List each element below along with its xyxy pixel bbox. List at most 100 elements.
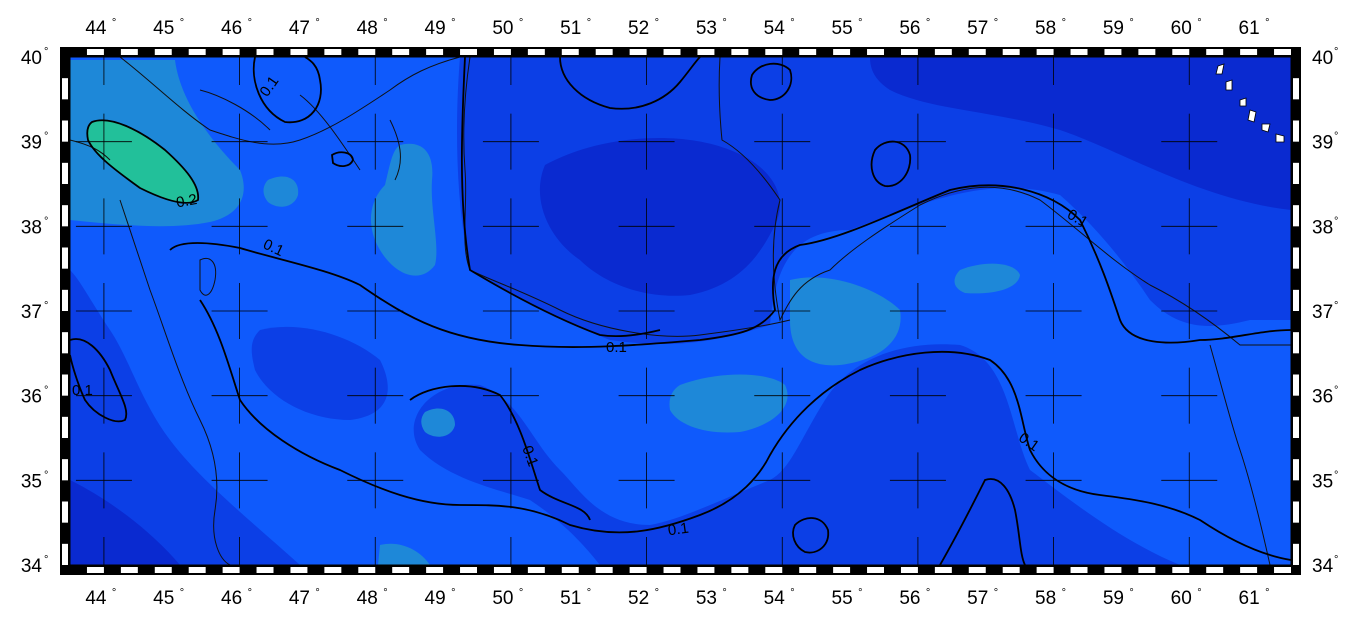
frame-check-top [527,49,545,55]
lon-tick-label-top: 51 [560,18,581,39]
frame-check-left [62,205,68,227]
frame-check-bottom [629,567,647,573]
border-north-west [119,57,461,145]
frame-check-right [1293,501,1299,523]
frame-check-left [62,162,68,184]
frame-check-bottom [392,567,410,573]
frame-check-top [833,49,851,55]
frame-check-bottom [1002,567,1020,573]
lat-tick-degree-left: ° [44,385,48,397]
frame-check-bottom [663,567,681,573]
frame-check-bottom [1104,567,1122,573]
frame-check-left [62,332,68,354]
lon-tick-degree-top: ° [587,17,591,29]
lat-tick-label-left: 37 [21,302,42,323]
frame-check-bottom [968,567,986,573]
frame-check-bottom [527,567,545,573]
frame-check-top [697,49,715,55]
frame-check-bottom [1070,567,1088,573]
lat-tick-label-right: 38 [1312,217,1333,238]
lon-tick-degree-top: ° [112,17,116,29]
lon-tick-degree-top: ° [655,17,659,29]
frame-check-top [968,49,986,55]
frame-check-left [62,247,68,269]
field-dark-ne [870,57,1291,210]
grid-crosses [75,57,1218,565]
lat-tick-degree-left: ° [44,300,48,312]
contour-label-caspian-s: 0.1 [606,339,627,356]
lon-tick-label-bottom: 48 [357,588,378,609]
lon-tick-label-bottom: 47 [289,588,310,609]
lat-tick-label-right: 34 [1312,556,1334,577]
lat-tick-degree-left: ° [44,469,48,481]
contour-north [252,57,322,124]
frame-check-top [1240,49,1258,55]
frame-check-right [1293,120,1299,142]
frame-check-bottom [1172,567,1190,573]
lon-tick-degree-bottom: ° [180,587,184,599]
lon-tick-label-bottom: 58 [1035,588,1056,609]
field-teal-central-s [669,374,788,433]
contour-ne-ring [559,57,701,110]
frame-check-top [900,49,918,55]
lat-tick-label-left: 40 [21,48,42,69]
lon-tick-label-bottom: 44 [85,588,107,609]
frame-check-bottom [358,567,376,573]
lon-tick-label-top: 57 [967,18,988,39]
lat-tick-label-right: 36 [1312,387,1333,408]
frame-check-left [62,543,68,565]
frame-check-bottom [833,567,851,573]
lon-tick-degree-bottom: ° [1129,587,1133,599]
frame-check-bottom [900,567,918,573]
frame-check-top [426,49,444,55]
frame-check-bottom [799,567,817,573]
frame-check-top [867,49,884,55]
frame-check-top [1002,49,1020,55]
frame-check-bottom [256,567,274,573]
lat-tick-degree-right: ° [1334,300,1338,312]
frame-check-top [765,49,783,55]
lon-tick-degree-bottom: ° [790,587,794,599]
lat-tick-degree-left: ° [44,215,48,227]
lon-tick-degree-bottom: ° [722,587,726,599]
island-1 [1215,63,1225,75]
frame-check-bottom [1240,567,1258,573]
lat-tick-degree-right: ° [1334,469,1338,481]
border-east [1209,344,1271,565]
field-dark-central [539,138,780,296]
lon-tick-degree-top: ° [722,17,726,29]
lon-tick-degree-top: ° [1265,17,1269,29]
contour-caspian-w [169,184,1291,348]
island-5 [1261,123,1271,133]
contour-small-ring-1 [750,62,793,101]
lon-tick-degree-top: ° [858,17,862,29]
frame-check-left [62,78,68,100]
frame-check-top [629,49,647,55]
lon-tick-degree-top: ° [315,17,319,29]
frame-check-bottom [697,567,715,573]
lat-tick-label-left: 34 [21,556,43,577]
contour-label-south-c: 0.1 [518,443,541,468]
lat-tick-degree-right: ° [1334,46,1338,58]
frame-check-top [731,49,749,55]
island-3 [1239,97,1247,107]
contour-lines [70,57,1291,565]
lon-tick-degree-bottom: ° [1197,587,1201,599]
frame-check-top [934,49,952,55]
latitude-labels-right: 40 °39 °38 °37 °36 °35 °34 ° [1312,46,1338,577]
lat-tick-label-left: 39 [21,133,42,154]
frame-check-bottom [867,567,884,573]
contour-label-sw: 0.1 [72,382,93,399]
lon-tick-degree-bottom: ° [655,587,659,599]
frame-check-bottom [290,567,308,573]
frame-check-bottom [934,567,952,573]
lat-tick-label-left: 35 [21,471,42,492]
field-teal-small-n [263,176,299,207]
lat-tick-degree-right: ° [1334,131,1338,143]
lon-tick-degree-top: ° [519,17,523,29]
lake-urmia [199,257,217,296]
lon-tick-degree-bottom: ° [112,587,116,599]
contour-0.2 [86,119,199,204]
lat-tick-label-left: 36 [21,387,42,408]
field-dark-west [251,326,388,420]
